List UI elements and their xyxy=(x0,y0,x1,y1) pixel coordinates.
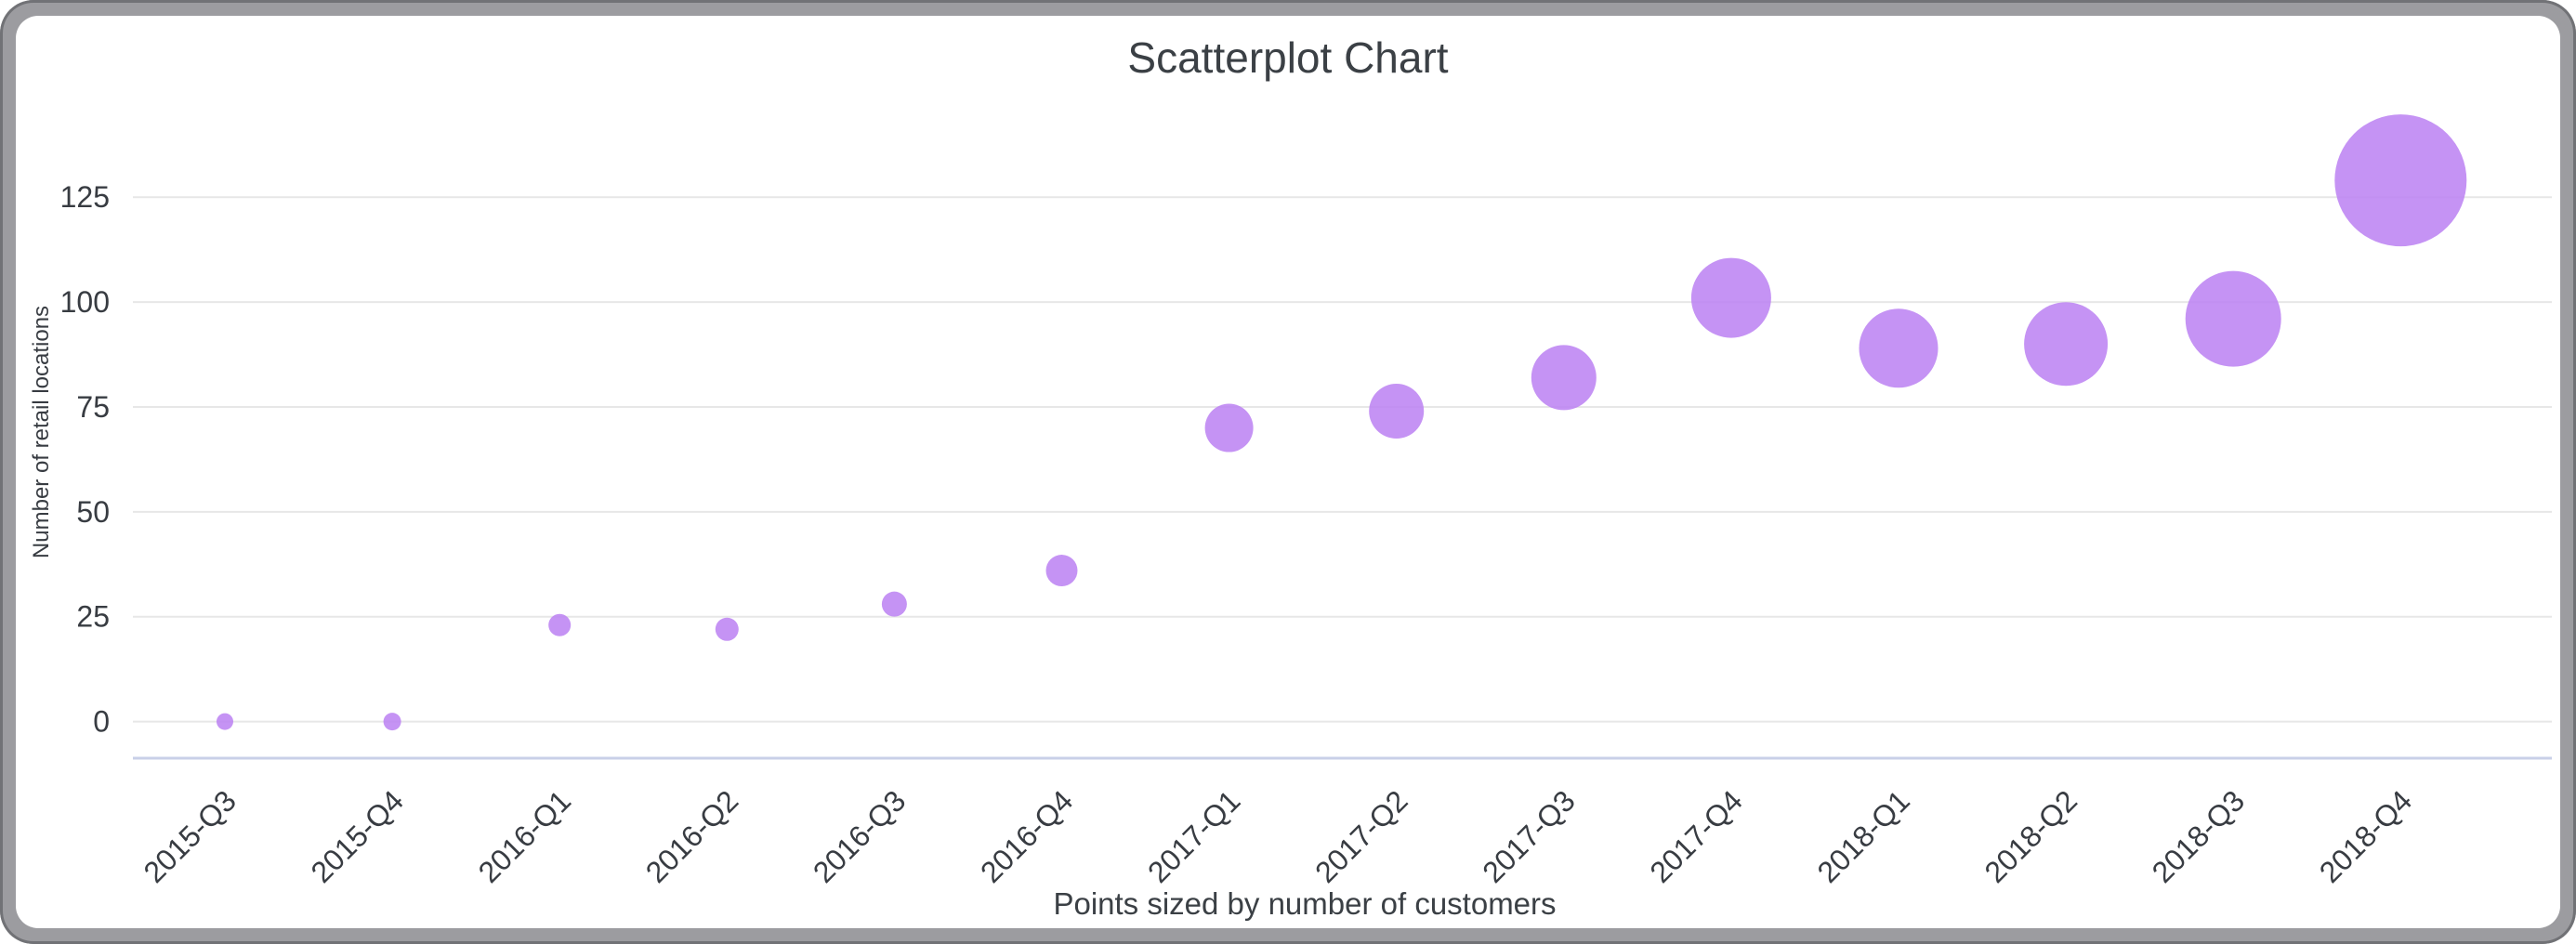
data-point-2015-Q3[interactable] xyxy=(217,713,233,730)
x-tick-label-2016-Q4: 2016-Q4 xyxy=(974,783,1080,889)
chart-caption: Points sized by number of customers xyxy=(1053,886,1556,921)
data-point-2017-Q2[interactable] xyxy=(1369,383,1425,439)
data-point-2018-Q3[interactable] xyxy=(2185,270,2281,367)
y-axis-tick-labels: 0 25 50 75 100 125 xyxy=(60,180,110,738)
x-tick-label-2018-Q2: 2018-Q2 xyxy=(1978,783,2084,889)
y-tick-label-25: 25 xyxy=(76,600,110,634)
x-tick-label-2016-Q2: 2016-Q2 xyxy=(639,783,745,889)
y-tick-label-0: 0 xyxy=(93,705,110,739)
gridlines xyxy=(133,196,2552,723)
x-tick-label-2016-Q3: 2016-Q3 xyxy=(807,783,913,889)
x-tick-label-2015-Q4: 2015-Q4 xyxy=(305,783,411,889)
x-tick-label-2017-Q1: 2017-Q1 xyxy=(1141,783,1247,889)
y-tick-label-125: 125 xyxy=(60,180,110,214)
y-axis-title: Number of retail locations xyxy=(29,306,54,558)
data-point-2017-Q1[interactable] xyxy=(1204,403,1254,452)
x-tick-label-2017-Q4: 2017-Q4 xyxy=(1643,783,1749,889)
data-point-2016-Q1[interactable] xyxy=(548,613,572,636)
data-point-2017-Q4[interactable] xyxy=(1690,257,1771,338)
x-tick-label-2016-Q1: 2016-Q1 xyxy=(472,783,578,889)
data-point-2018-Q1[interactable] xyxy=(1859,308,1939,388)
x-tick-label-2015-Q3: 2015-Q3 xyxy=(137,783,243,889)
data-point-2018-Q4[interactable] xyxy=(2334,114,2467,247)
x-axis-tick-labels: 2015-Q3 2015-Q4 2016-Q1 2016-Q2 2016-Q3 2016-… xyxy=(137,783,2418,889)
data-points xyxy=(217,114,2467,731)
data-point-2015-Q4[interactable] xyxy=(383,713,401,731)
x-tick-label-2017-Q3: 2017-Q3 xyxy=(1476,783,1582,889)
x-tick-label-2017-Q2: 2017-Q2 xyxy=(1308,783,1414,889)
x-tick-label-2018-Q3: 2018-Q3 xyxy=(2146,783,2252,889)
y-tick-label-75: 75 xyxy=(76,390,110,424)
data-point-2017-Q3[interactable] xyxy=(1531,345,1597,411)
chart-title: Scatterplot Chart xyxy=(1127,33,1448,82)
data-point-2016-Q2[interactable] xyxy=(715,617,739,641)
x-tick-label-2018-Q1: 2018-Q1 xyxy=(1810,783,1916,889)
y-tick-label-100: 100 xyxy=(60,285,110,319)
data-point-2016-Q4[interactable] xyxy=(1045,555,1078,587)
data-point-2016-Q3[interactable] xyxy=(881,591,907,617)
data-point-2018-Q2[interactable] xyxy=(2024,302,2109,387)
x-tick-label-2018-Q4: 2018-Q4 xyxy=(2313,783,2419,889)
chart-card xyxy=(16,16,2560,928)
y-tick-label-50: 50 xyxy=(76,495,110,529)
